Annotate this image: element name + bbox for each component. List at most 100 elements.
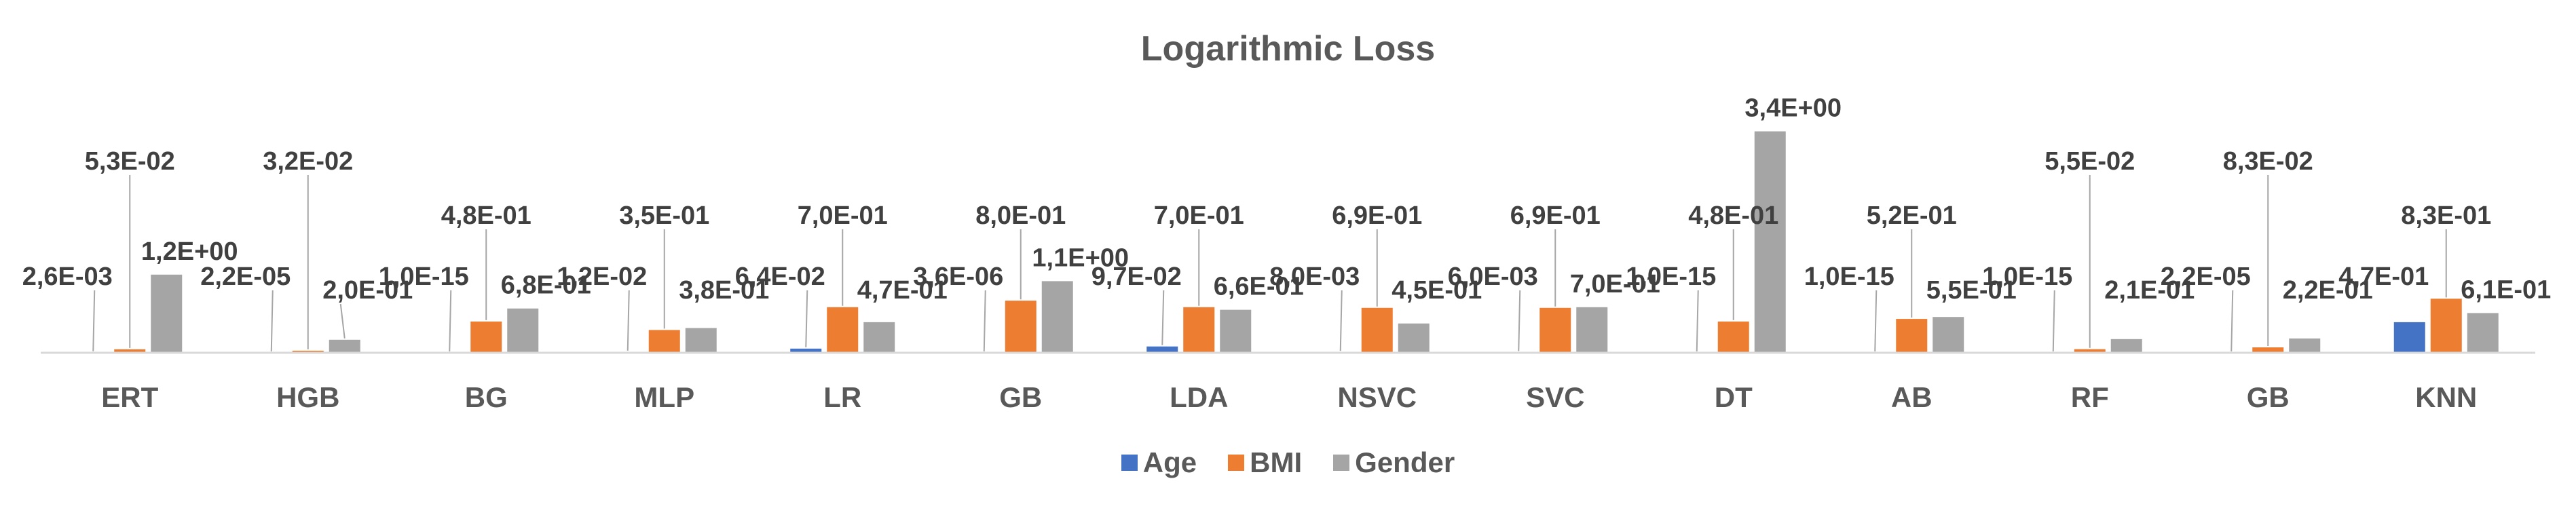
- leader-line: [1696, 290, 1699, 352]
- data-label-age: 1,0E-15: [1626, 263, 1716, 291]
- data-label-age: 2,2E-05: [2161, 263, 2251, 291]
- data-label-age: 1,0E-15: [1804, 263, 1894, 291]
- legend-item-age: Age: [1121, 446, 1197, 479]
- data-label-gender: 2,1E-01: [2104, 276, 2195, 305]
- data-label-bmi: 6,9E-01: [1510, 201, 1601, 230]
- x-tick-label: GB: [999, 381, 1042, 413]
- bar-bmi: [2074, 349, 2106, 353]
- legend-swatch: [1121, 455, 1138, 471]
- x-tick-label: LR: [823, 381, 861, 413]
- data-label-gender: 6,8E-01: [501, 271, 591, 300]
- bars: [77, 131, 2499, 353]
- bar-gender: [2467, 313, 2499, 353]
- x-tick-label: BG: [465, 381, 508, 413]
- leader-line: [1874, 290, 1878, 352]
- legend-item-bmi: BMI: [1228, 446, 1302, 479]
- chart-plot: ERT HGB BG MLP LR GB LDA NSVC SVC DT AB RF GB KNN 2,6…: [22, 94, 2552, 413]
- data-labels: 2,6E-035,3E-021,2E+002,2E-053,2E-022,0E-…: [22, 94, 2552, 305]
- data-label-bmi: 3,5E-01: [619, 201, 709, 230]
- x-tick-labels: ERT HGB BG MLP LR GB LDA NSVC SVC DT AB RF GB KNN: [101, 381, 2477, 413]
- bar-age: [1146, 346, 1178, 353]
- legend-label: Gender: [1355, 446, 1455, 478]
- bar-gender: [2289, 338, 2321, 353]
- bar-bmi: [648, 330, 680, 353]
- x-tick-label: NSVC: [1337, 381, 1417, 413]
- leader-line: [1161, 290, 1165, 345]
- x-tick-label: DT: [1715, 381, 1753, 413]
- bar-bmi: [114, 349, 146, 353]
- leader-line: [339, 303, 346, 339]
- data-label-bmi: 6,9E-01: [1332, 201, 1422, 230]
- bar-bmi: [1896, 319, 1928, 353]
- leader-line: [449, 290, 452, 352]
- bar-gender: [1041, 281, 1073, 353]
- data-label-gender: 1,1E+00: [1032, 244, 1129, 272]
- data-label-bmi: 8,0E-01: [975, 201, 1066, 230]
- bar-gender: [1576, 307, 1608, 353]
- data-label-bmi: 4,8E-01: [441, 201, 531, 230]
- data-label-age: 8,0E-03: [1269, 263, 1360, 291]
- data-label-age: 1,0E-15: [1982, 263, 2072, 291]
- bar-bmi: [1717, 321, 1749, 353]
- data-label-age: 2,2E-05: [200, 263, 291, 291]
- legend-item-gender: Gender: [1333, 446, 1455, 479]
- data-label-bmi: 8,3E-01: [2401, 201, 2491, 230]
- legend-label: BMI: [1250, 446, 1303, 478]
- leader-lines: [92, 175, 2447, 352]
- data-label-age: 4,7E-01: [2338, 263, 2429, 291]
- data-label-age: 6,4E-02: [735, 263, 825, 291]
- leader-line: [1339, 290, 1343, 351]
- bar-bmi: [1539, 307, 1571, 353]
- x-tick-label: MLP: [634, 381, 694, 413]
- bar-gender: [685, 328, 717, 353]
- chart-title: Logarithmic Loss: [1140, 29, 1436, 69]
- bar-gender: [507, 308, 539, 353]
- x-tick-label: SVC: [1526, 381, 1584, 413]
- bar-gender: [1933, 317, 1964, 353]
- leader-line: [270, 290, 274, 352]
- data-label-age: 2,6E-03: [22, 263, 113, 291]
- leader-line: [983, 290, 986, 352]
- leader-line: [627, 290, 630, 351]
- x-tick-label: RF: [2071, 381, 2109, 413]
- x-tick-label: KNN: [2415, 381, 2477, 413]
- bar-bmi: [2252, 347, 2284, 353]
- data-label-bmi: 5,2E-01: [1867, 201, 1957, 230]
- data-label-age: 3,6E-06: [913, 263, 1003, 291]
- data-label-age: 1,0E-15: [379, 263, 469, 291]
- legend-label: Age: [1142, 446, 1197, 478]
- leader-line: [2230, 290, 2234, 352]
- data-label-gender: 2,0E-01: [322, 276, 413, 305]
- data-label-gender: 4,7E-01: [857, 276, 948, 305]
- data-label-gender: 5,5E-01: [1926, 276, 2017, 305]
- data-label-bmi: 3,2E-02: [263, 147, 353, 176]
- x-tick-label: GB: [2247, 381, 2290, 413]
- data-label-age: 6,0E-03: [1448, 263, 1538, 291]
- data-label-bmi: 4,8E-01: [1688, 201, 1778, 230]
- data-label-age: 9,7E-02: [1091, 263, 1182, 291]
- x-tick-label: AB: [1891, 381, 1933, 413]
- leader-line: [2052, 290, 2055, 352]
- bar-gender: [1220, 309, 1252, 353]
- bar-bmi: [827, 307, 859, 353]
- bar-bmi: [1361, 307, 1393, 353]
- bar-bmi: [2430, 299, 2462, 353]
- bar-age: [790, 348, 822, 353]
- bar-bmi: [1005, 301, 1037, 353]
- leader-line: [92, 290, 96, 351]
- bar-gender: [1754, 131, 1786, 353]
- data-label-age: 1,2E-02: [557, 263, 647, 291]
- legend-swatch: [1333, 455, 1350, 471]
- data-label-gender: 7,0E-01: [1570, 270, 1660, 299]
- legend: Age BMI Gender: [0, 446, 2576, 479]
- data-label-gender: 3,8E-01: [679, 276, 769, 305]
- bar-gender: [151, 274, 183, 353]
- data-label-gender: 4,5E-01: [1392, 276, 1482, 305]
- data-label-gender: 1,2E+00: [141, 237, 238, 266]
- data-label-gender: 6,6E-01: [1214, 273, 1304, 301]
- data-label-gender: 3,4E+00: [1744, 94, 1842, 123]
- legend-swatch: [1228, 455, 1245, 471]
- data-label-gender: 6,1E-01: [2461, 275, 2551, 304]
- data-label-bmi: 5,5E-02: [2045, 147, 2135, 176]
- bar-bmi: [1183, 307, 1215, 353]
